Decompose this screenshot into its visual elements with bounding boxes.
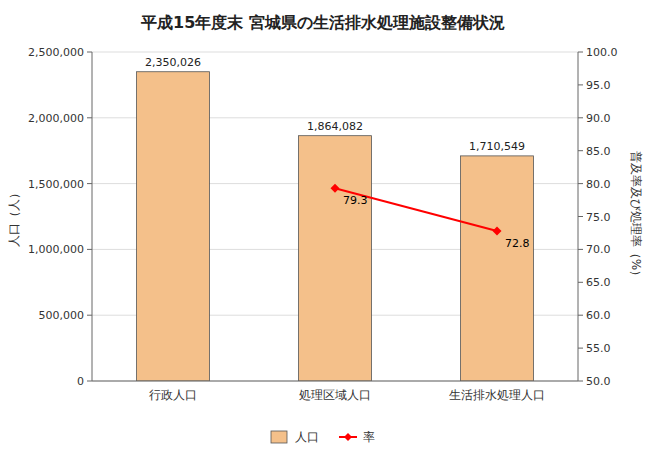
- tick-mark: [87, 249, 92, 250]
- y2-axis: [578, 52, 579, 381]
- tick-mark: [578, 348, 583, 349]
- marks: [137, 72, 534, 381]
- tick-mark: [578, 315, 583, 316]
- tick-label: 2,000,000: [28, 112, 84, 125]
- data-labels: 2,350,026 1,864,082 1,710,549 79.3 72.8: [145, 56, 529, 250]
- tick-label: 100.0: [586, 46, 618, 59]
- tick-label: 500,000: [39, 309, 85, 322]
- tick-label: 1,500,000: [28, 178, 84, 191]
- y-axis: [92, 52, 93, 381]
- data-label: 72.8: [505, 237, 530, 250]
- legend-item: 人口: [271, 430, 319, 444]
- tick-mark: [87, 381, 92, 382]
- tick-label: 70.0: [586, 243, 611, 256]
- legend-label: 人口: [295, 430, 319, 444]
- category-label: 行政人口: [149, 388, 197, 402]
- data-label: 79.3: [343, 194, 368, 207]
- tick-label: 80.0: [586, 178, 611, 191]
- axis-label: 人口（人）: [7, 187, 21, 247]
- line: [335, 188, 497, 231]
- tick-mark: [578, 117, 583, 118]
- title: 平成15年度末 宮城県の生活排水処理施設整備状況: [140, 13, 505, 32]
- axis-label: 普及率及び処理率（%）: [629, 151, 643, 282]
- tick-mark: [87, 315, 92, 316]
- tick-mark: [578, 52, 583, 53]
- tick-mark: [578, 183, 583, 184]
- x-axis: [92, 381, 578, 382]
- tick-mark: [87, 183, 92, 184]
- marker: [493, 226, 502, 235]
- tick-label: 95.0: [586, 79, 611, 92]
- tick-mark: [578, 216, 583, 217]
- tick-label: 55.0: [586, 342, 611, 355]
- legend: 人口 率: [271, 430, 375, 444]
- grid: [92, 52, 578, 381]
- marker: [331, 184, 340, 193]
- tick-label: 50.0: [586, 375, 611, 388]
- legend-item: 率: [339, 430, 375, 444]
- tick-label: 0: [77, 375, 84, 388]
- category-label: 生活排水処理人口: [449, 388, 545, 402]
- tick-label: 90.0: [586, 112, 611, 125]
- tick-mark: [578, 282, 583, 283]
- tick-mark: [87, 117, 92, 118]
- bar: [461, 156, 534, 381]
- tick-label: 60.0: [586, 309, 611, 322]
- legend-label: 率: [363, 430, 375, 444]
- tick-label: 75.0: [586, 211, 611, 224]
- chart: 平成15年度末 宮城県の生活排水処理施設整備状況 0 500,000 1,000,00…: [0, 0, 646, 461]
- legend-swatch: [344, 433, 352, 441]
- data-label: 2,350,026: [145, 56, 201, 69]
- tick-label: 65.0: [586, 276, 611, 289]
- tick-mark: [578, 150, 583, 151]
- grid-line: [92, 52, 578, 53]
- tick-mark: [578, 84, 583, 85]
- grid-line: [92, 381, 578, 382]
- category-label: 処理区域人口: [299, 388, 371, 402]
- tick-mark: [578, 249, 583, 250]
- bar: [137, 72, 210, 381]
- data-label: 1,864,082: [307, 120, 363, 133]
- tick-mark: [87, 52, 92, 53]
- tick-label: 1,000,000: [28, 243, 84, 256]
- tick-label: 2,500,000: [28, 46, 84, 59]
- data-label: 1,710,549: [469, 140, 525, 153]
- tick-mark: [578, 381, 583, 382]
- bar: [299, 136, 372, 381]
- legend-swatch: [271, 431, 287, 443]
- tick-label: 85.0: [586, 145, 611, 158]
